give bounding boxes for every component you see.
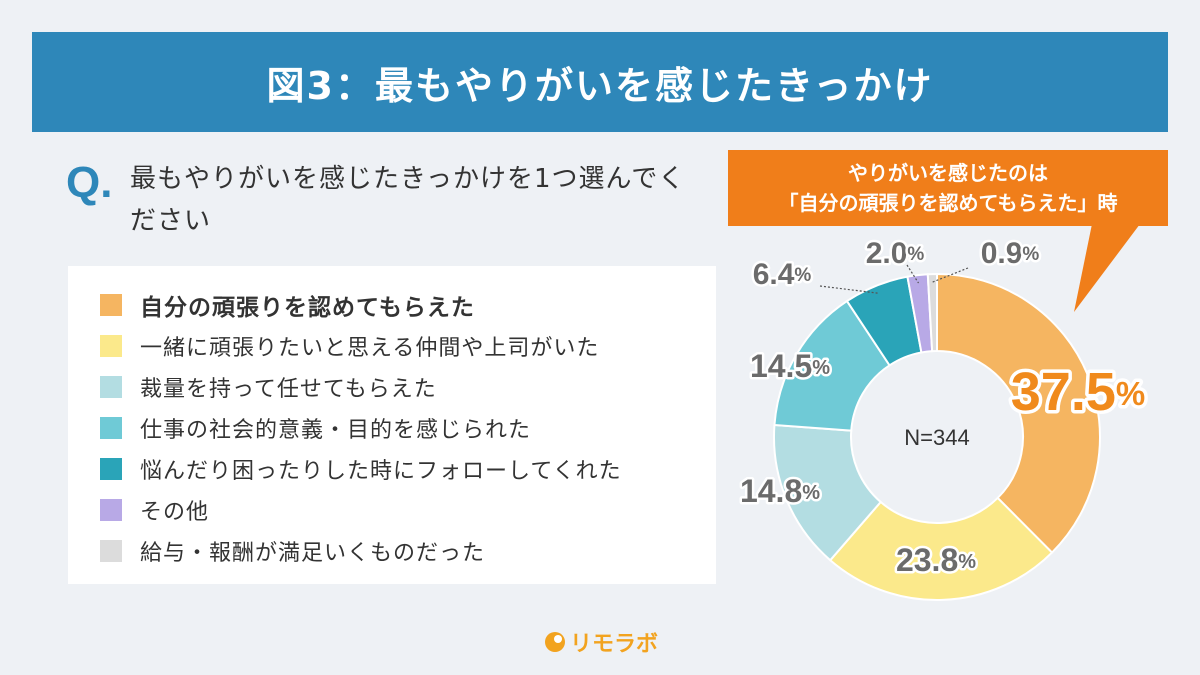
callout-box: やりがいを感じたのは 「自分の頑張りを認めてもらえた」時 <box>728 150 1168 226</box>
legend-label: その他 <box>140 499 210 525</box>
legend-swatch <box>100 375 122 398</box>
page-title: 図3：最もやりがいを感じたきっかけ <box>32 32 1168 132</box>
legend-swatch <box>100 416 122 439</box>
callout-line1: やりがいを感じたのは <box>848 161 1048 185</box>
slice-value-label: 6.4% <box>753 258 812 291</box>
legend-label: 仕事の社会的意義・目的を感じられた <box>140 417 532 443</box>
slice-value-label: 37.5% <box>1011 362 1145 422</box>
legend-label: 裁量を持って任せてもらえた <box>140 376 437 402</box>
brand-name: リモラボ <box>570 632 659 657</box>
legend-item: 一緒に頑張りたいと思える仲間や上司がいた <box>100 325 716 366</box>
legend-item: 悩んだり困ったりした時にフォローしてくれた <box>100 448 716 489</box>
donut-slice <box>936 272 1101 554</box>
legend-item: 裁量を持って任せてもらえた <box>100 366 716 407</box>
slice-value-label: 2.0% <box>866 237 925 270</box>
brand-logo: リモラボ <box>544 626 658 658</box>
sample-size-label: N=344 <box>904 425 969 450</box>
legend-label: 悩んだり困ったりした時にフォローしてくれた <box>140 458 622 484</box>
legend-swatch <box>100 498 122 521</box>
legend-swatch <box>100 293 122 316</box>
legend-label: 給与・報酬が満足いくものだった <box>140 540 486 566</box>
callout-line2: 「自分の頑張りを認めてもらえた」時 <box>778 191 1118 215</box>
legend-label: 一緒に頑張りたいと思える仲間や上司がいた <box>140 335 600 361</box>
leader-line <box>906 264 920 284</box>
question-mark: Q. <box>66 158 113 207</box>
legend-swatch <box>100 539 122 562</box>
legend-swatch <box>100 334 122 357</box>
slice-value-label: 14.8% <box>740 473 820 509</box>
legend-swatch <box>100 457 122 480</box>
legend-label: 自分の頑張りを認めてもらえた <box>140 294 475 321</box>
leader-line <box>819 285 880 294</box>
brand-logo-icon <box>545 632 565 652</box>
donut-slice <box>926 272 938 353</box>
slice-value-label: 23.8% <box>896 542 976 578</box>
legend-item: 給与・報酬が満足いくものだった <box>100 530 716 571</box>
legend-item: その他 <box>100 489 716 530</box>
legend-item: 自分の頑張りを認めてもらえた <box>100 284 716 325</box>
question-text: 最もやりがいを感じたきっかけを1つ選んでください <box>130 164 686 236</box>
chart-legend: 自分の頑張りを認めてもらえた 一緒に頑張りたいと思える仲間や上司がいた 裁量を持… <box>68 266 716 584</box>
slice-value-label: 14.5% <box>750 348 830 384</box>
slice-value-label: 0.9% <box>981 237 1040 270</box>
legend-item: 仕事の社会的意義・目的を感じられた <box>100 407 716 448</box>
donut-slice <box>828 496 1054 602</box>
